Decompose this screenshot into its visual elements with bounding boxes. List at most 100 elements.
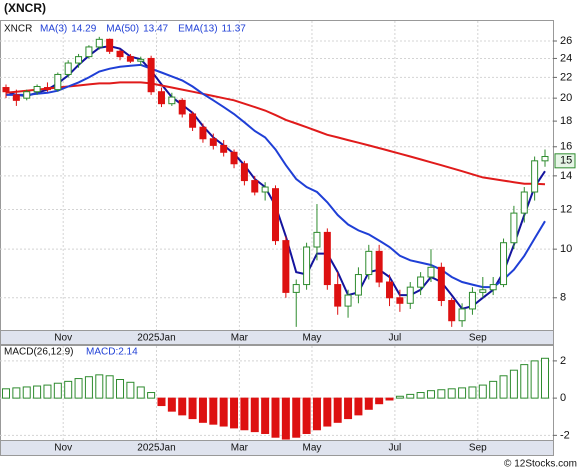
candle-body (23, 91, 31, 99)
candle-body (199, 126, 207, 140)
candle-body (334, 284, 342, 307)
candle-body (417, 276, 425, 288)
candle-body (489, 284, 497, 291)
candle-body (354, 274, 362, 296)
macd-bar (468, 386, 477, 399)
macd-bar (302, 397, 311, 434)
macd-bar (209, 397, 218, 425)
candle-body (240, 163, 248, 182)
macd-bar (33, 385, 42, 399)
date-band (0, 330, 554, 345)
x-tick-label: Mar (231, 333, 249, 344)
candle-body (54, 73, 62, 91)
x-tick-label: Nov (54, 443, 72, 454)
macd-bar (292, 397, 301, 438)
macd-bar (426, 390, 435, 399)
candle-body (85, 46, 93, 58)
macd-bar (447, 388, 456, 399)
macd-bar (364, 397, 373, 410)
y-tick-label: 14 (560, 170, 572, 182)
candle-body (344, 294, 352, 307)
candle-body (189, 113, 197, 128)
macd-bar (323, 397, 332, 427)
x-tick-label: Jul (388, 333, 401, 344)
macd-bar (261, 397, 270, 434)
candle-body (261, 186, 269, 193)
symbol: XNCR (4, 24, 32, 35)
macd-bar (509, 369, 518, 399)
ma-line (5, 81, 546, 186)
candle-body (95, 38, 103, 48)
macd-bar (437, 389, 446, 399)
macd-bar (53, 382, 62, 399)
candle-body (510, 212, 518, 244)
x-tick-label: Nov (54, 333, 72, 344)
last-price: 15 (560, 155, 572, 167)
candle-body (116, 50, 124, 58)
candle-body (126, 56, 134, 62)
x-tick-label: Mar (231, 443, 249, 454)
candle-body (43, 87, 51, 91)
candle-body (64, 62, 72, 75)
macd-legend: MACD:2.14 (86, 347, 138, 358)
x-tick-label: Sep (469, 333, 487, 344)
legend-value: 11.37 (222, 24, 247, 35)
candle-body (427, 266, 435, 278)
macd-bar (188, 397, 197, 420)
macd-bar (406, 393, 415, 399)
candle-body (292, 284, 300, 293)
legend-value: 14.29 (71, 24, 96, 35)
y-tick-label: 12 (560, 203, 572, 215)
x-tick-label: 2025Jan (137, 443, 175, 454)
candle-body (251, 180, 259, 193)
last-price-box (554, 153, 576, 169)
y-tick-label: 16 (560, 141, 572, 153)
y-tick-label: 0 (560, 392, 566, 404)
candle-body (147, 57, 155, 93)
candle-body (323, 231, 331, 286)
candle-body (157, 91, 165, 105)
macd-bar (22, 386, 31, 399)
macd-bar (333, 397, 342, 423)
candle-body (437, 266, 445, 302)
candle-body (168, 96, 176, 105)
macd-bar (530, 360, 539, 399)
macd-bar (136, 386, 145, 399)
macd-bar (219, 397, 228, 427)
macd-bar (395, 395, 404, 399)
y-tick-label: 24 (560, 52, 572, 64)
macd-bar (344, 397, 353, 420)
legend-name: MA(3) (40, 24, 67, 35)
x-tick-label: May (303, 333, 322, 344)
macd-bar (2, 388, 10, 399)
macd-bar (126, 381, 135, 399)
candle-body (375, 250, 383, 283)
x-tick-label: 2025Jan (137, 333, 175, 344)
macd-bar (74, 378, 83, 399)
macd-bar (250, 397, 259, 433)
candle-body (365, 250, 373, 276)
macd-bar (385, 397, 394, 401)
legend-value: 13.47 (143, 24, 168, 35)
candle-body (33, 85, 41, 93)
candle-body (479, 289, 487, 293)
legend-name: EMA(13) (178, 24, 217, 35)
macd-bar (354, 397, 363, 416)
macd-bar (312, 397, 321, 431)
candle-body (406, 286, 414, 304)
macd-bar (43, 384, 52, 399)
macd-bar (271, 397, 280, 438)
candle-body (500, 242, 508, 286)
candle-body (282, 240, 290, 293)
candle-body (531, 160, 539, 193)
date-band (0, 440, 554, 456)
y-tick-label: 26 (560, 35, 572, 47)
candle-body (106, 38, 114, 52)
macd-bar (499, 375, 508, 399)
macd-bar (95, 374, 104, 399)
macd-bar (84, 376, 93, 399)
macd-bar (375, 397, 384, 405)
macd-bar (240, 397, 249, 431)
x-tick-label: Jul (388, 443, 401, 454)
macd-bar (478, 384, 487, 399)
